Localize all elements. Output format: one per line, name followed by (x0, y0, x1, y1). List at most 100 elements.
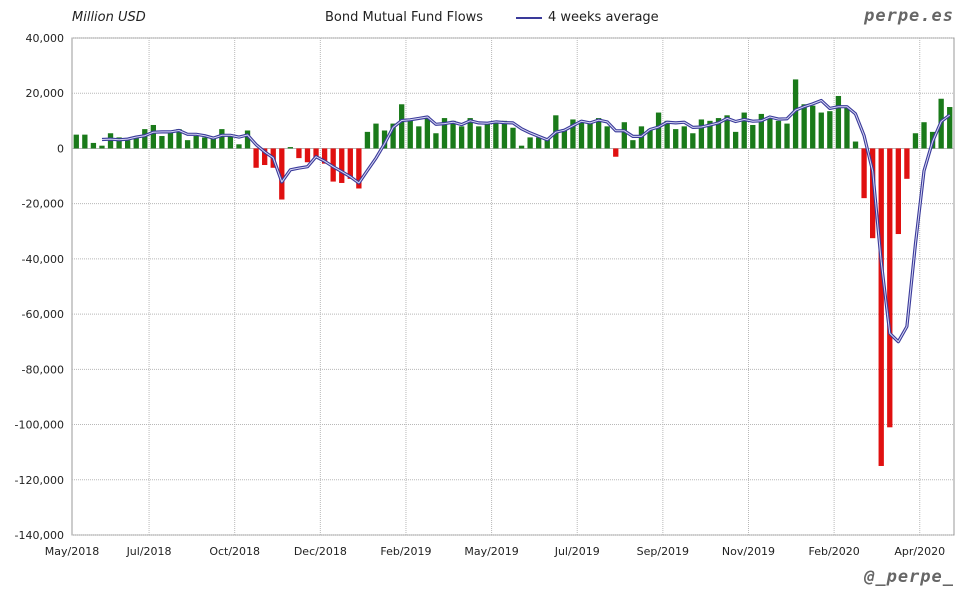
flow-bar (296, 148, 302, 159)
y-tick-label: -100,000 (15, 419, 64, 432)
flow-bar (758, 113, 764, 149)
flow-bar (732, 131, 739, 149)
flow-bar (381, 130, 388, 149)
flow-bar (724, 115, 730, 149)
y-tick-label: 40,000 (26, 32, 65, 45)
flow-bar (544, 138, 550, 149)
y-tick-label: -120,000 (15, 474, 64, 487)
flow-bar (304, 148, 311, 163)
flow-bar (681, 126, 687, 149)
flow-bar (587, 122, 593, 149)
flow-bar (835, 95, 842, 149)
flow-bar (347, 148, 353, 179)
flow-bar (536, 137, 542, 149)
flow-bar (193, 136, 199, 149)
flow-bar (364, 131, 371, 149)
flow-bar (416, 126, 422, 149)
flow-bar (904, 148, 910, 179)
flow-bar (767, 116, 773, 149)
flow-bar (202, 137, 208, 149)
x-tick-label: Apr/2020 (894, 545, 945, 558)
flow-bar (501, 120, 508, 149)
x-tick-label: Feb/2019 (380, 545, 431, 558)
flow-bar (279, 148, 285, 200)
y-tick-label: -20,000 (22, 198, 64, 211)
flow-bar (441, 118, 448, 149)
flow-bar (73, 134, 79, 149)
x-tick-label: Dec/2018 (294, 545, 347, 558)
brand-logo-top: perpe.es (864, 6, 954, 26)
flow-bar (852, 141, 859, 149)
axis-layer: 40,000 20,000 0 -20,000 -40,000 -60,000 -80,00… (15, 32, 946, 558)
x-tick-label: Feb/2020 (809, 545, 860, 558)
x-tick-label: May/2019 (464, 545, 518, 558)
flow-bar (647, 129, 653, 149)
flow-bar (210, 138, 216, 149)
flow-bar (390, 123, 396, 149)
flow-bar (244, 130, 251, 149)
flow-bar (895, 148, 901, 235)
flow-bar (741, 112, 747, 149)
flow-bar (887, 148, 893, 428)
x-tick-label: Jul/2018 (126, 545, 172, 558)
flow-bar (792, 79, 799, 149)
y-tick-label: 20,000 (26, 87, 65, 100)
x-tick-label: Sep/2019 (637, 545, 689, 558)
flow-bar (321, 148, 328, 164)
legend: 4 weeks average (516, 10, 659, 25)
flow-bar (518, 145, 525, 149)
flow-bar (99, 145, 105, 149)
flow-bar (493, 120, 499, 149)
flow-bar (604, 126, 610, 149)
flow-bar (176, 129, 182, 149)
flow-bar (133, 137, 139, 149)
flow-bar (621, 122, 627, 149)
flow-bar (912, 133, 919, 149)
flow-bar (690, 133, 696, 149)
flow-bar (673, 129, 679, 149)
y-unit-label: Million USD (72, 10, 146, 25)
chart-title: Bond Mutual Fund Flows (325, 10, 484, 25)
x-tick-label: Oct/2018 (209, 545, 260, 558)
legend-label: 4 weeks average (548, 10, 659, 25)
flow-bar (750, 124, 756, 149)
flow-bar (467, 118, 473, 149)
flow-bar (476, 126, 482, 149)
flow-bar (527, 137, 533, 149)
flow-bar (844, 107, 850, 149)
flow-bar (510, 127, 516, 149)
flow-bar (262, 148, 268, 166)
flow-bar (655, 112, 662, 149)
flow-bar (715, 118, 722, 149)
flow-bar (707, 120, 713, 149)
x-tick-label: Nov/2019 (722, 545, 775, 558)
flow-bar (407, 120, 413, 149)
flow-bar (613, 148, 619, 157)
flow-bar (116, 137, 122, 149)
flow-bar (227, 136, 234, 149)
y-tick-label: -60,000 (22, 308, 64, 321)
flow-bar (82, 134, 88, 149)
flow-bar (253, 148, 259, 168)
y-tick-label: -40,000 (22, 253, 64, 266)
flow-bar (219, 129, 225, 149)
flow-bar (159, 136, 165, 149)
flow-bar (818, 112, 824, 149)
flow-bar (861, 148, 867, 199)
flow-bar (801, 104, 807, 149)
legend-line-swatch (516, 16, 542, 19)
flow-bar (450, 120, 456, 149)
flow-bar (184, 140, 191, 149)
flow-bar (399, 104, 405, 149)
y-tick-label: -140,000 (15, 529, 64, 542)
y-tick-label: -80,000 (22, 363, 64, 376)
flow-bar (810, 105, 816, 149)
average-line-layer (101, 98, 951, 344)
flow-bar (869, 148, 876, 239)
flow-bar (433, 133, 439, 149)
flow-bar (630, 140, 636, 149)
flow-bar (827, 111, 833, 149)
flow-bar (125, 140, 131, 149)
flow-bar (561, 129, 568, 149)
flow-bar (150, 124, 157, 149)
